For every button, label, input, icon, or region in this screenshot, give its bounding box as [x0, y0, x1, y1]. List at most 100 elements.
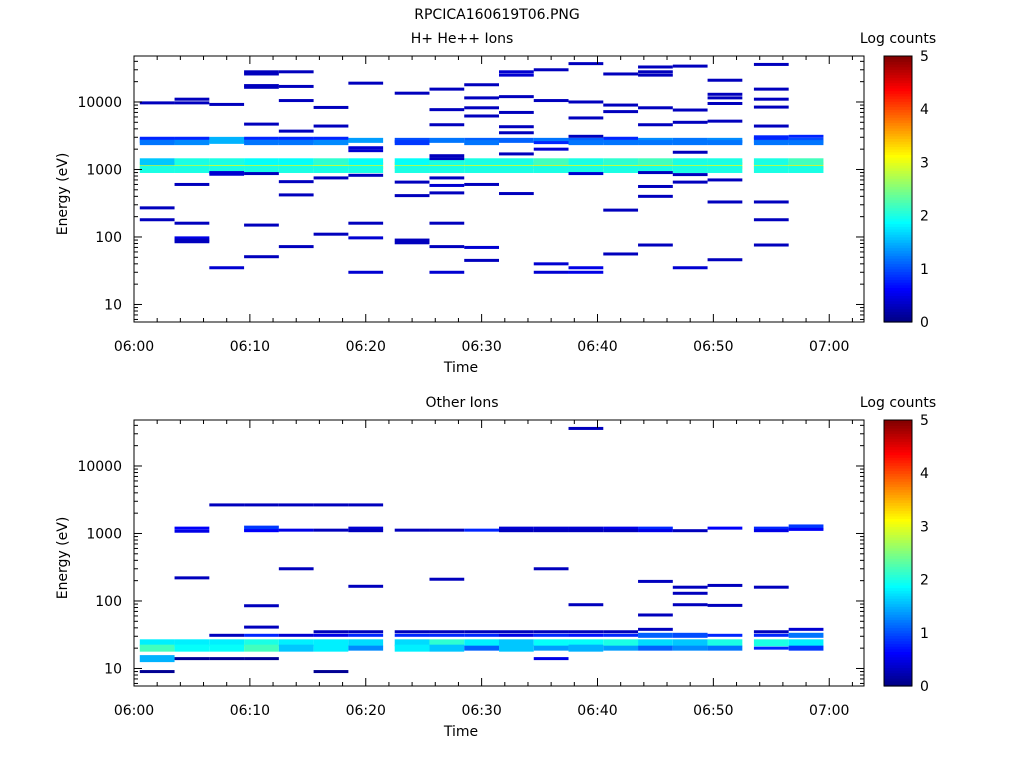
heatmap-cell	[533, 645, 569, 651]
colorbar-swatch	[884, 215, 912, 219]
heatmap-cell	[278, 165, 314, 173]
colorbar-swatch	[884, 199, 912, 203]
x-tick-label: 07:00	[809, 339, 849, 355]
colorbar-swatch	[884, 181, 912, 185]
heatmap-cell	[244, 85, 279, 89]
y-axis-label: Energy (eV)	[55, 153, 71, 236]
heatmap-cell	[429, 157, 465, 161]
heatmap-cell	[174, 644, 210, 652]
colorbar-swatch	[884, 632, 912, 637]
colorbar-swatch	[884, 595, 912, 599]
colorbar-swatch	[884, 664, 912, 668]
colorbar-swatch	[884, 531, 912, 535]
panel-title: H+ He++ Ions	[411, 31, 514, 47]
colorbar-label: Log counts	[860, 395, 936, 411]
colorbar-swatch	[884, 282, 912, 286]
colorbar-swatch	[884, 553, 912, 557]
heatmap-cell	[753, 87, 789, 91]
heatmap-cell	[533, 529, 569, 533]
colorbar-swatch	[884, 196, 912, 201]
heatmap-cell	[672, 140, 708, 146]
colorbar-swatch	[884, 574, 912, 578]
heatmap-cell	[429, 221, 465, 225]
heatmap-cell	[707, 161, 743, 169]
colorbar-swatch	[884, 441, 912, 445]
colorbar-swatch	[884, 138, 912, 142]
plot-frame	[133, 55, 865, 323]
heatmap-cell	[499, 639, 534, 647]
colorbar-swatch	[884, 465, 912, 469]
colorbar-swatch	[884, 502, 912, 506]
heatmap-cell	[139, 165, 175, 173]
colorbar-swatch	[884, 560, 912, 565]
heatmap-cell	[707, 603, 743, 607]
heatmap-cell	[603, 639, 639, 647]
heatmap-cell	[499, 192, 534, 196]
heatmap-cell	[707, 119, 743, 123]
heatmap-cell	[244, 161, 279, 169]
colorbar-swatch	[884, 106, 912, 110]
y-axis: 10 100 1000 10000	[77, 60, 864, 320]
colorbar-swatch	[884, 93, 912, 97]
heatmap-cell	[533, 630, 569, 634]
heatmap-cell	[348, 630, 384, 634]
heatmap-cell	[568, 158, 604, 166]
heatmap-cell	[707, 78, 743, 82]
colorbar-swatch	[884, 266, 912, 270]
heatmap-cell	[568, 100, 604, 104]
x-tick-label: 06:50	[693, 339, 733, 355]
heatmap-cell	[788, 134, 824, 138]
heatmap-cell	[174, 182, 210, 186]
colorbar-swatch	[884, 443, 912, 448]
heatmap-cell	[348, 584, 384, 588]
colorbar-swatch	[884, 295, 912, 299]
heatmap-cell	[209, 171, 245, 175]
heatmap-cell	[313, 232, 349, 236]
colorbar-swatch	[884, 234, 912, 238]
colorbar-swatch	[884, 290, 912, 294]
colorbar-swatch	[884, 242, 912, 246]
heatmap-cell	[672, 173, 708, 177]
heatmap-cell	[174, 140, 210, 146]
colorbar-swatch	[884, 638, 912, 642]
colorbar-swatch	[884, 151, 912, 156]
colorbar-frame	[883, 419, 913, 687]
colorbar-swatch	[884, 611, 912, 615]
colorbar-swatch	[884, 90, 912, 94]
heatmap-cell	[209, 165, 245, 173]
heatmap-cell	[672, 158, 708, 166]
heatmap-cell	[429, 137, 465, 143]
heatmap-cell	[707, 200, 743, 204]
heatmap-cell	[464, 639, 499, 647]
heatmap-cell	[394, 91, 430, 95]
heatmap-cell	[499, 529, 534, 533]
heatmap-cell	[394, 630, 430, 634]
colorbar-swatch	[884, 178, 912, 182]
colorbar-swatch	[884, 85, 912, 89]
colorbar-swatch	[884, 220, 912, 225]
y-axis: 10 100 1000 10000	[77, 424, 864, 684]
heatmap-cell	[533, 68, 569, 72]
heatmap-cell	[244, 84, 279, 88]
panel-title: Other Ions	[425, 395, 498, 411]
heatmap-cell	[209, 136, 245, 144]
heatmap-cell	[139, 161, 175, 169]
heatmap-cell	[753, 105, 789, 109]
heatmap-cell	[244, 122, 279, 126]
colorbar-tick-label: 4	[920, 102, 929, 118]
colorbar-swatch	[884, 422, 912, 426]
heatmap-cell	[394, 633, 430, 637]
heatmap-cell	[313, 161, 349, 169]
colorbar-swatch	[884, 646, 912, 650]
heatmap-cell	[429, 630, 465, 634]
heatmap-cell	[753, 165, 789, 173]
colorbar-swatch	[884, 680, 912, 684]
heatmap-cell	[348, 149, 384, 153]
heatmap-cell	[568, 644, 604, 652]
heatmap-cell	[753, 526, 789, 530]
heatmap-cell	[533, 262, 569, 266]
colorbar-swatch	[884, 606, 912, 610]
heatmap-cell	[603, 140, 639, 146]
heatmap-cell	[278, 84, 314, 88]
colorbar-swatch	[884, 672, 912, 676]
